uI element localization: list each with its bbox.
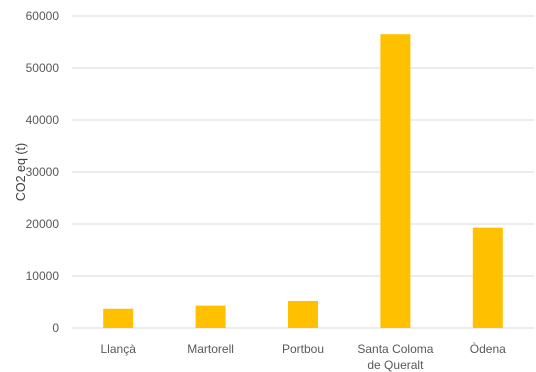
y-tick-labels: 0 10000 20000 30000 40000 50000 60000 — [26, 9, 60, 335]
x-category-labels: Llançà Martorell Portbou Santa Coloma de Que… — [101, 341, 507, 372]
y-tick-label: 0 — [52, 321, 59, 335]
bar — [195, 305, 226, 328]
bar — [103, 308, 134, 328]
x-category-label-line: de Queralt — [367, 358, 424, 372]
bar — [380, 34, 411, 328]
y-axis-label: CO2 eq (t) — [14, 143, 28, 201]
bar — [472, 227, 503, 328]
x-category-label: Portbou — [282, 342, 324, 356]
bars — [103, 34, 503, 328]
x-category-label: Martorell — [187, 342, 234, 356]
x-category-label: Llançà — [101, 342, 137, 356]
y-tick-label: 50000 — [26, 61, 60, 75]
y-tick-label: 40000 — [26, 113, 60, 127]
x-category-label-line: Santa Coloma — [357, 342, 433, 356]
x-category-label-line: Martorell — [187, 342, 234, 356]
x-category-label-line: Llançà — [101, 342, 137, 356]
x-category-label: Òdena — [470, 341, 506, 356]
gridlines — [72, 15, 534, 329]
y-tick-label: 10000 — [26, 269, 60, 283]
x-category-label: Santa Coloma de Queralt — [357, 342, 433, 372]
x-category-label-line: Òdena — [470, 341, 506, 356]
bar — [288, 300, 318, 328]
y-tick-label: 20000 — [26, 217, 60, 231]
x-category-label-line: Portbou — [282, 342, 324, 356]
y-tick-label: 60000 — [26, 9, 60, 23]
y-tick-label: 30000 — [26, 165, 60, 179]
